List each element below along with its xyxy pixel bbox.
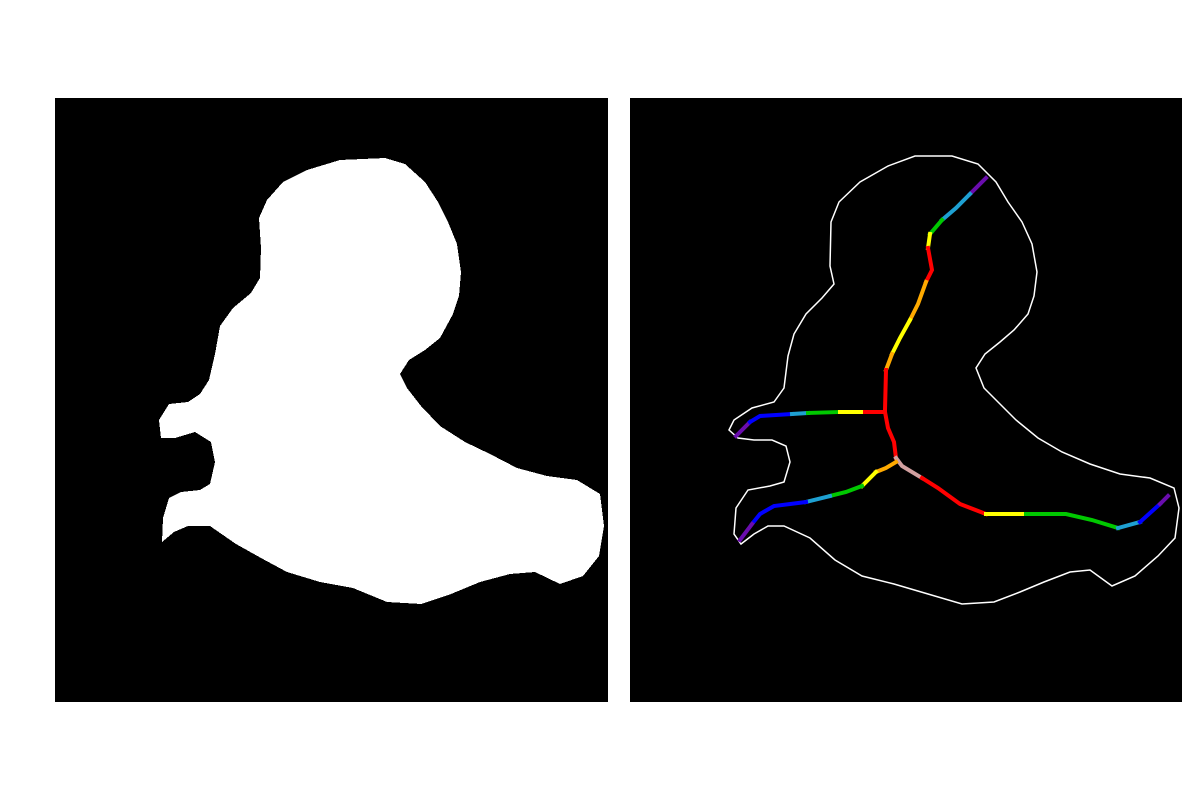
skeleton-segment [883,351,895,373]
skeleton-segment [747,411,795,425]
skeleton-segment [1115,519,1143,531]
skeleton-segment [789,410,811,417]
skeleton-segment [927,217,945,237]
mask-image [55,98,608,702]
shape-mask [159,158,604,604]
skeleton-segment [803,493,833,505]
skeleton-segment [882,367,889,413]
skeleton-branches [733,175,1171,543]
skeleton-segment [805,409,843,416]
skeleton-branch-right [919,475,989,517]
skeleton-segment [889,317,913,357]
skeleton-segment [1024,512,1121,531]
skeleton-image [630,98,1182,702]
skeleton-segment [827,483,865,499]
skeleton-segment [925,231,933,251]
skeleton-segment [893,455,925,481]
skeleton-segment [939,191,973,223]
skeleton-segment [923,245,935,285]
shape-outline [728,155,1180,605]
mask-panel [55,98,608,702]
skeleton-branch-top [967,175,989,197]
skeleton-segment [1157,493,1171,507]
skeleton-segment [859,469,879,489]
skeleton-segment [907,279,929,323]
skeleton-segment [737,521,755,543]
skeleton-panel [630,98,1182,702]
skeleton-segment [1137,501,1163,525]
skeleton-segment [882,409,899,461]
skeleton-segment [749,499,809,527]
skeleton-branch-left-upper [733,419,753,439]
skeleton-branch-left-lower [873,459,899,475]
